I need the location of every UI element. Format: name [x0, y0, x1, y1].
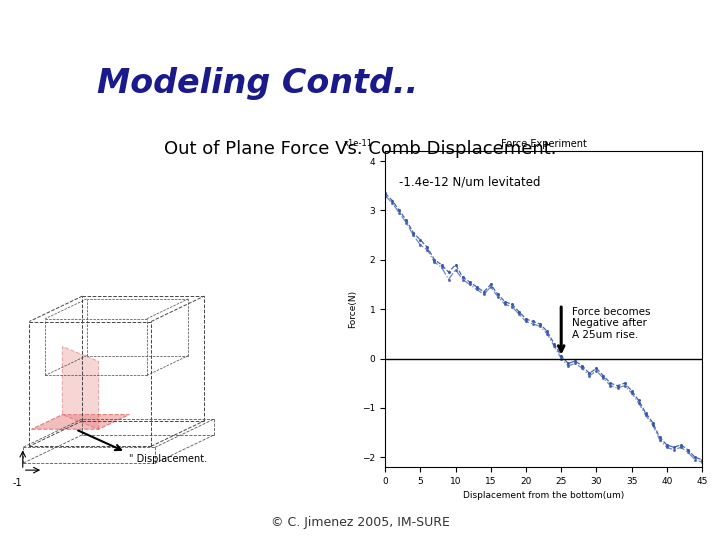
Y-axis label: Force(N): Force(N): [348, 290, 356, 328]
Text: x1e-11: x1e-11: [344, 139, 373, 148]
Title: Force Experiment: Force Experiment: [500, 139, 587, 149]
Text: -1: -1: [13, 478, 22, 488]
Polygon shape: [32, 415, 130, 429]
Text: " Displacement.: " Displacement.: [129, 454, 207, 464]
Text: © C. Jimenez 2005, IM-SURE: © C. Jimenez 2005, IM-SURE: [271, 516, 449, 529]
Text: Modeling Contd..: Modeling Contd..: [97, 67, 418, 100]
Polygon shape: [63, 347, 99, 429]
Text: Out of Plane Force Vs. Comb Displacement.: Out of Plane Force Vs. Comb Displacement…: [163, 139, 557, 158]
Text: Force becomes
Negative after
A 25um rise.: Force becomes Negative after A 25um rise…: [572, 307, 650, 340]
X-axis label: Displacement from the bottom(um): Displacement from the bottom(um): [463, 491, 624, 501]
Text: -1.4e-12 N/um levitated: -1.4e-12 N/um levitated: [400, 176, 541, 189]
